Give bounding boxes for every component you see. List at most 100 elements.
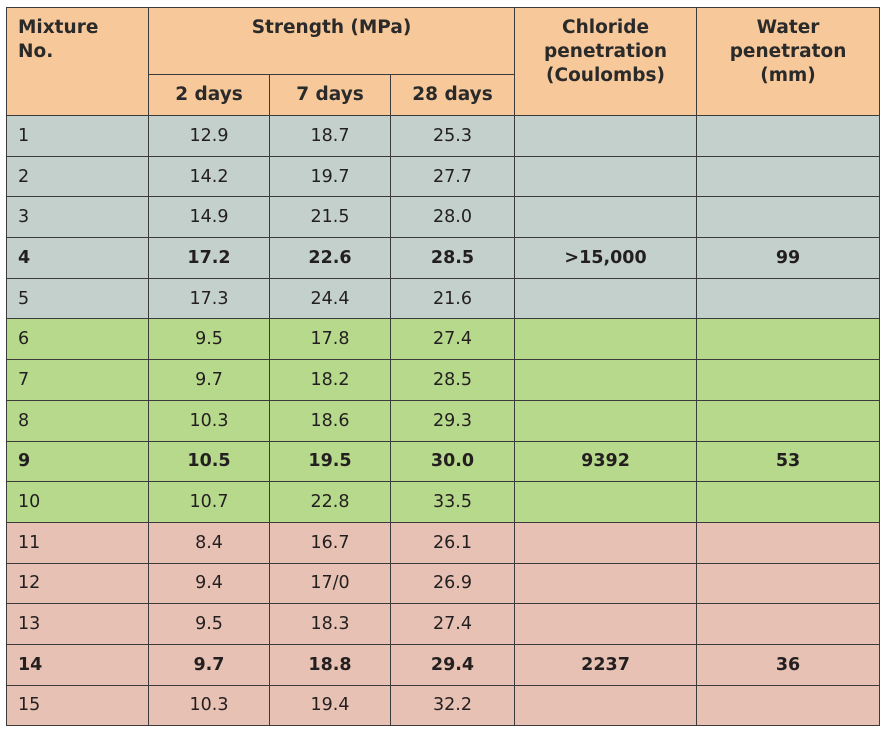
strength-28d-cell: 27.4: [389, 318, 516, 361]
strength-7d-cell: 21.5: [269, 196, 391, 239]
strength-28d-cell: 29.3: [389, 399, 516, 442]
strength-7d-cell: 18.7: [269, 115, 391, 157]
table-row: 11 8.4 16.7 26.1: [6, 521, 881, 564]
strength-2d-cell: 14.2: [148, 155, 270, 198]
chloride-cell: [514, 521, 698, 564]
header-water-penetration: Water penetraton (mm): [696, 7, 881, 116]
chloride-cell: [514, 399, 698, 442]
strength-2d-cell: 8.4: [148, 521, 270, 564]
table-row: 7 9.7 18.2 28.5: [6, 359, 881, 401]
strength-28d-cell: 32.2: [389, 684, 516, 727]
header-mixture-no: Mixture No.: [6, 7, 149, 116]
strength-7d-cell: 18.2: [269, 359, 391, 401]
strength-2d-cell: 10.7: [148, 481, 270, 523]
header-chloride-penetration: Chloride penetration (Coulombs): [514, 7, 698, 116]
strength-2d-cell: 9.5: [148, 318, 270, 361]
water-cell: [696, 603, 881, 645]
chloride-cell: [514, 115, 698, 157]
water-cell: [696, 684, 881, 727]
table-body: 1 12.9 18.7 25.3 2 14.2 19.7 27.7 3 14.9 21.5 28.…: [6, 115, 881, 727]
water-cell: [696, 521, 881, 564]
header-chloride-line3: (Coulombs): [546, 65, 665, 87]
header-water-line1: Water: [756, 17, 820, 38]
mixture-no-cell: 10: [6, 481, 149, 523]
strength-28d-cell: 28.5: [389, 359, 516, 401]
mixture-no-cell: 12: [6, 562, 149, 605]
mixture-no-cell: 6: [6, 318, 149, 361]
water-cell: [696, 277, 881, 320]
water-cell: [696, 562, 881, 605]
strength-28d-cell: 26.9: [389, 562, 516, 605]
strength-7d-cell: 17/0: [269, 562, 391, 605]
table-row: 3 14.9 21.5 28.0: [6, 196, 881, 239]
strength-2d-cell: 10.5: [148, 440, 270, 483]
header-7-days: 7 days: [269, 74, 391, 116]
water-cell: [696, 155, 881, 198]
water-cell: [696, 318, 881, 361]
strength-2d-cell: 14.9: [148, 196, 270, 239]
water-cell: [696, 359, 881, 401]
table-row: 5 17.3 24.4 21.6: [6, 277, 881, 320]
water-cell: [696, 481, 881, 523]
strength-7d-cell: 17.8: [269, 318, 391, 361]
chloride-cell: [514, 196, 698, 239]
mixture-results-table: Mixture No. Strength (MPa) Chloride penetr…: [6, 7, 881, 727]
strength-7d-cell: 22.8: [269, 481, 391, 523]
strength-28d-cell: 27.4: [389, 603, 516, 645]
table-row: 12 9.4 17/0 26.9: [6, 562, 881, 605]
strength-7d-cell: 19.7: [269, 155, 391, 198]
strength-7d-cell: 22.6: [269, 237, 391, 279]
chloride-cell: [514, 359, 698, 401]
strength-28d-cell: 30.0: [389, 440, 516, 483]
strength-2d-cell: 10.3: [148, 684, 270, 727]
table-row: 6 9.5 17.8 27.4: [6, 318, 881, 361]
table-row: 13 9.5 18.3 27.4: [6, 603, 881, 645]
strength-2d-cell: 12.9: [148, 115, 270, 157]
header-mixture-line1: Mixture: [18, 17, 99, 38]
table-row-highlighted: 14 9.7 18.8 29.4 2237 36: [6, 643, 881, 686]
chloride-cell: 9392: [514, 440, 698, 483]
strength-28d-cell: 21.6: [389, 277, 516, 320]
strength-28d-cell: 28.0: [389, 196, 516, 239]
water-cell: [696, 399, 881, 442]
mixture-no-cell: 11: [6, 521, 149, 564]
table-row: 10 10.7 22.8 33.5: [6, 481, 881, 523]
strength-7d-cell: 19.5: [269, 440, 391, 483]
header-2-days: 2 days: [148, 74, 270, 116]
table-row: 1 12.9 18.7 25.3: [6, 115, 881, 157]
header-chloride-line2: penetration: [544, 41, 668, 63]
strength-2d-cell: 9.7: [148, 359, 270, 401]
strength-2d-cell: 17.3: [148, 277, 270, 320]
chloride-cell: [514, 603, 698, 645]
water-cell: 99: [696, 237, 881, 279]
mixture-no-cell: 5: [6, 277, 149, 320]
strength-7d-cell: 18.3: [269, 603, 391, 645]
chloride-cell: 2237: [514, 643, 698, 686]
strength-2d-cell: 9.4: [148, 562, 270, 605]
mixture-no-cell: 3: [6, 196, 149, 239]
mixture-no-cell: 8: [6, 399, 149, 442]
strength-2d-cell: 9.7: [148, 643, 270, 686]
chloride-cell: >15,000: [514, 237, 698, 279]
table-row: 2 14.2 19.7 27.7: [6, 155, 881, 198]
water-cell: [696, 196, 881, 239]
mixture-no-cell: 7: [6, 359, 149, 401]
header-water-line3: (mm): [760, 65, 816, 87]
strength-2d-cell: 17.2: [148, 237, 270, 279]
strength-7d-cell: 19.4: [269, 684, 391, 727]
chloride-cell: [514, 318, 698, 361]
header-28-days: 28 days: [389, 74, 516, 116]
chloride-cell: [514, 684, 698, 727]
strength-7d-cell: 24.4: [269, 277, 391, 320]
strength-28d-cell: 28.5: [389, 237, 516, 279]
mixture-no-cell: 2: [6, 155, 149, 198]
chloride-cell: [514, 277, 698, 320]
strength-2d-cell: 9.5: [148, 603, 270, 645]
table-row: 8 10.3 18.6 29.3: [6, 399, 881, 442]
strength-28d-cell: 25.3: [389, 115, 516, 157]
header-water-line2: penetraton: [729, 41, 847, 63]
mixture-no-cell: 14: [6, 643, 149, 686]
strength-7d-cell: 18.6: [269, 399, 391, 442]
water-cell: 53: [696, 440, 881, 483]
header-chloride-line1: Chloride: [562, 17, 650, 38]
